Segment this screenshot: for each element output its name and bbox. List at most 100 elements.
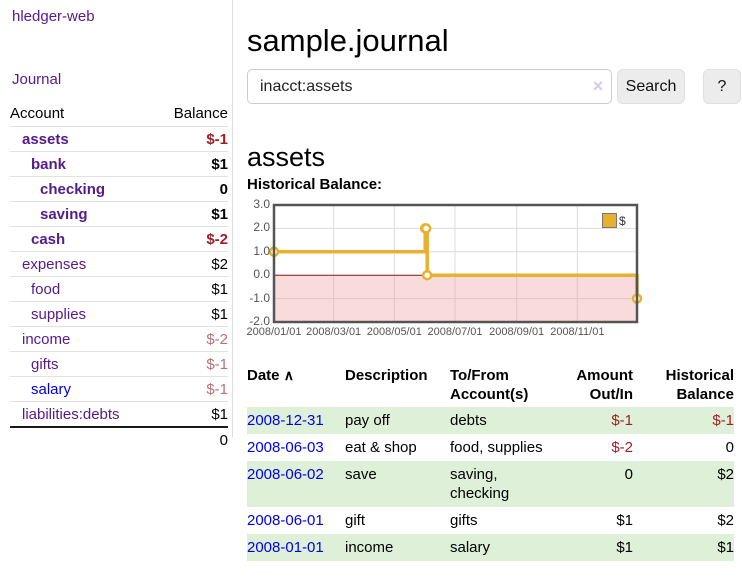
legend-label: $: [619, 213, 626, 228]
transaction-description: pay off: [345, 412, 390, 429]
account-link-liabilities-debts[interactable]: liabilities:debts: [22, 405, 120, 423]
chart-plot: [268, 203, 643, 324]
transaction-row: 2008-06-01 gift gifts $1 $2: [247, 507, 734, 534]
transaction-description: gift: [345, 512, 366, 529]
clear-search-icon[interactable]: ×: [592, 76, 604, 96]
y-axis-tick-label: -1.0: [249, 290, 270, 305]
account-link-salary[interactable]: salary: [31, 380, 72, 398]
account-balance: $1: [211, 280, 228, 298]
transaction-date-link[interactable]: 2008-12-31: [247, 412, 324, 429]
account-row: food $1: [10, 276, 228, 301]
accounts-table: Account Balance assets $-1 bank $1 check…: [10, 100, 228, 452]
account-link-saving[interactable]: saving: [40, 205, 88, 223]
account-row: income $-2: [10, 326, 228, 351]
x-axis-tick-label: 2008/01/01: [246, 326, 302, 338]
account-link-assets[interactable]: assets: [22, 130, 69, 148]
account-link-cash[interactable]: cash: [31, 230, 66, 248]
legend-swatch-icon: [602, 213, 617, 228]
account-balance: $2: [211, 255, 228, 273]
transaction-accounts: salary: [450, 539, 491, 556]
page-title: sample.journal: [247, 22, 449, 58]
account-row: expenses $2: [10, 251, 228, 276]
account-balance: $-2: [206, 330, 228, 348]
y-axis-tick-label: 0.0: [253, 267, 270, 282]
transaction-balance: $2: [717, 466, 734, 483]
transaction-accounts: gifts: [450, 512, 478, 529]
brand-link[interactable]: hledger-web: [12, 8, 95, 25]
account-link-food[interactable]: food: [31, 280, 61, 298]
accounts-column-header: To/From Account(s): [450, 367, 529, 403]
accounts-total-value: 0: [219, 431, 228, 449]
transaction-row: 2008-01-01 income salary $1 $1: [247, 534, 734, 561]
historical-balance-chart: $ 3.0 2.0 1.0 0.0 -1.0 -2.0 2008/01/01 2008/03/…: [246, 197, 742, 347]
accounts-table-header: Account Balance: [10, 100, 228, 126]
register-table: Date ∧ Description To/From Account(s) Am…: [247, 363, 734, 561]
balance-column-header: Balance: [173, 104, 228, 122]
transaction-amount: $1: [616, 539, 633, 556]
transaction-amount: $-1: [611, 412, 633, 429]
account-row: bank $1: [10, 151, 228, 176]
account-row: assets $-1: [10, 126, 228, 151]
chart-title: Historical Balance:: [247, 176, 383, 193]
account-row: liabilities:debts $1: [10, 401, 228, 426]
balance-column-header: Historical Balance: [665, 367, 734, 403]
transaction-date-link[interactable]: 2008-06-03: [247, 439, 324, 456]
help-button[interactable]: ?: [703, 69, 741, 104]
account-link-checking[interactable]: checking: [40, 180, 106, 198]
account-balance: $-2: [206, 230, 228, 248]
account-link-supplies[interactable]: supplies: [31, 305, 87, 323]
transaction-row: 2008-12-31 pay off debts $-1 $-1: [247, 407, 734, 434]
amount-column-header: Amount Out/In: [576, 367, 633, 403]
x-axis-tick-label: 2008/05/01: [366, 326, 422, 338]
search-form: × Search ?: [247, 69, 742, 104]
account-balance: $1: [211, 405, 228, 423]
account-balance: $1: [211, 305, 228, 323]
account-balance: $-1: [206, 380, 228, 398]
search-button[interactable]: Search: [617, 69, 685, 104]
transaction-date-link[interactable]: 2008-06-01: [247, 512, 324, 529]
plot-border: [272, 203, 639, 324]
transaction-date-link[interactable]: 2008-01-01: [247, 539, 324, 556]
nav-journal-link[interactable]: Journal: [12, 71, 62, 88]
transaction-accounts: food, supplies: [450, 439, 543, 456]
transaction-accounts: debts: [450, 412, 487, 429]
transaction-description: eat & shop: [345, 439, 417, 456]
transaction-balance: $2: [717, 512, 734, 529]
data-point-marker: [420, 223, 432, 234]
transaction-description: save: [345, 466, 377, 483]
transaction-amount: $-2: [611, 439, 633, 456]
transaction-balance: $-1: [712, 412, 734, 429]
y-axis-tick-label: -2.0: [249, 314, 270, 328]
transaction-amount: $1: [616, 512, 633, 529]
account-link-gifts[interactable]: gifts: [31, 355, 59, 373]
account-row: gifts $-1: [10, 351, 228, 376]
account-row: cash $-2: [10, 226, 228, 251]
date-header-label: Date: [247, 367, 280, 384]
x-axis-tick-label: 2008/11/01: [550, 326, 605, 338]
account-row: supplies $1: [10, 301, 228, 326]
register-header-row: Date ∧ Description To/From Account(s) Am…: [247, 363, 734, 407]
account-link-income[interactable]: income: [22, 330, 71, 348]
account-column-header: Account: [10, 104, 65, 122]
x-axis-tick-label: 2008/07/01: [427, 326, 483, 338]
transaction-balance: 0: [725, 439, 734, 456]
account-link-expenses[interactable]: expenses: [22, 255, 87, 273]
account-balance: 0: [219, 180, 228, 198]
description-column-header: Description: [345, 367, 428, 384]
account-balance: $1: [211, 205, 228, 223]
account-balance: $1: [211, 155, 228, 173]
account-row: checking 0: [10, 176, 228, 201]
sort-ascending-icon: ∧: [283, 367, 294, 383]
negative-region-shading: [274, 275, 637, 322]
y-axis-tick-label: 2.0: [253, 220, 270, 235]
x-axis-tick-label: 2008/09/01: [489, 326, 545, 338]
account-row: salary $-1: [10, 376, 228, 401]
transaction-description: income: [345, 539, 394, 556]
account-row: saving $1: [10, 201, 228, 226]
account-balance: $-1: [206, 355, 228, 373]
date-column-header[interactable]: Date ∧: [247, 363, 345, 407]
search-input[interactable]: [247, 69, 612, 104]
chart-legend: $: [602, 213, 626, 228]
account-link-bank[interactable]: bank: [31, 155, 67, 173]
transaction-date-link[interactable]: 2008-06-02: [247, 466, 324, 483]
